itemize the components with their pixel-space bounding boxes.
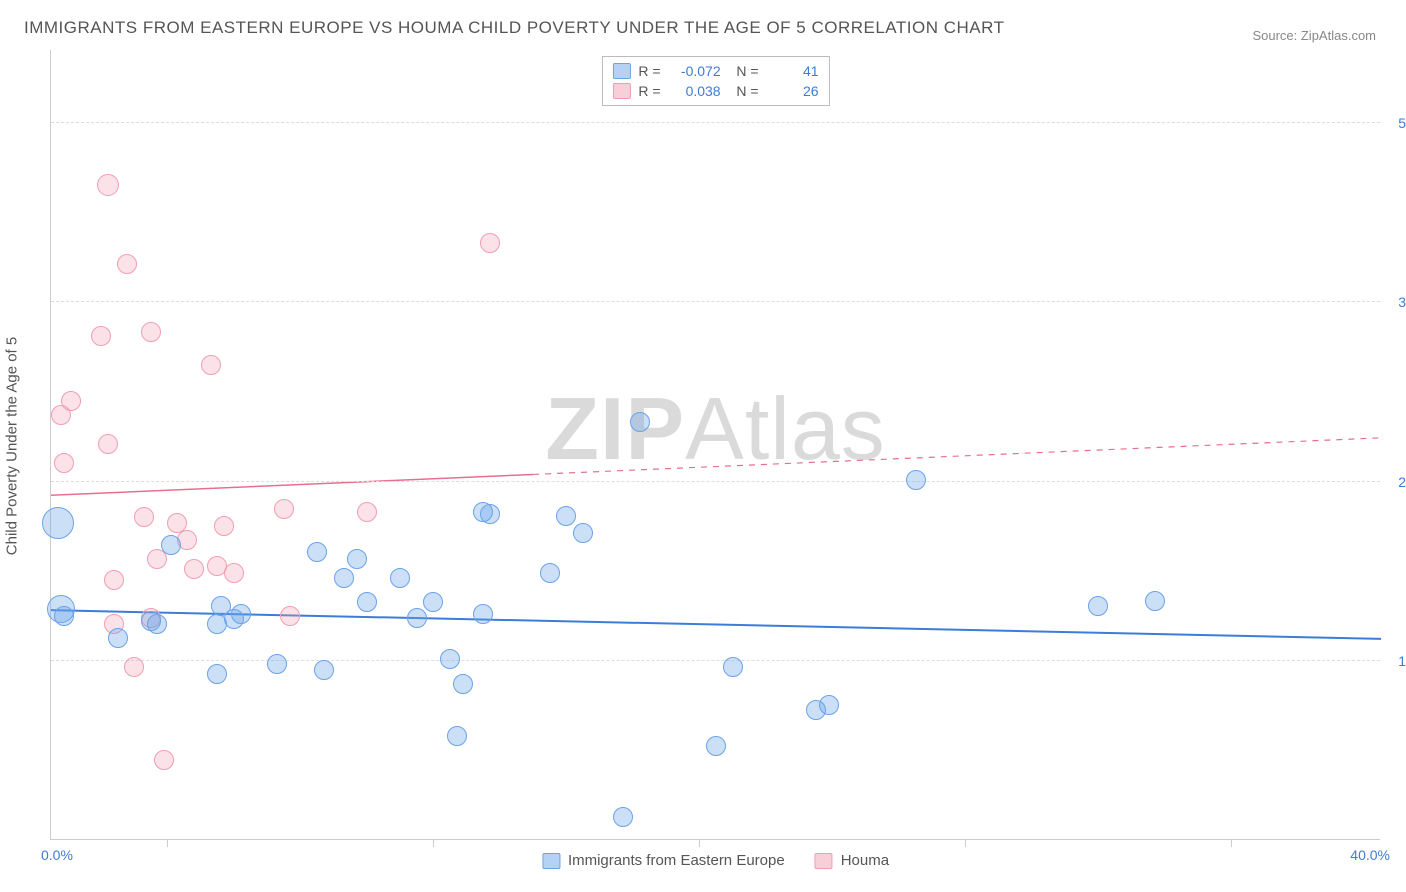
data-point [214,516,234,536]
gridline: 50.0% [51,122,1380,123]
data-point [154,750,174,770]
data-point [556,506,576,526]
data-point [54,606,74,626]
r-value-blue: -0.072 [669,63,721,79]
data-point [613,807,633,827]
r-value-pink: 0.038 [669,83,721,99]
r-label: R = [638,63,660,79]
legend-label-pink: Houma [841,852,889,869]
data-point [473,604,493,624]
chart-title: IMMIGRANTS FROM EASTERN EUROPE VS HOUMA … [24,18,1004,38]
n-value-blue: 41 [767,63,819,79]
data-point [357,502,377,522]
y-tick-label: 12.5% [1398,653,1406,669]
data-point [1145,591,1165,611]
data-point [390,568,410,588]
data-point [184,559,204,579]
data-point [407,608,427,628]
data-point [117,254,137,274]
x-tick [965,839,966,847]
series-legend: Immigrants from Eastern Europe Houma [542,852,889,869]
data-point [124,657,144,677]
gridline: 25.0% [51,481,1380,482]
data-point [141,322,161,342]
data-point [1088,596,1108,616]
x-tick [1231,839,1232,847]
legend-item-blue: Immigrants from Eastern Europe [542,852,785,869]
trendline-dashed [533,438,1381,475]
x-tick [699,839,700,847]
data-point [480,233,500,253]
watermark-bold: ZIP [545,379,685,478]
gridline: 37.5% [51,301,1380,302]
y-tick-label: 37.5% [1398,294,1406,310]
watermark: ZIPAtlas [545,378,886,480]
data-point [334,568,354,588]
n-label: N = [729,63,759,79]
data-point [357,592,377,612]
data-point [573,523,593,543]
data-point [480,504,500,524]
n-value-pink: 26 [767,83,819,99]
r-label: R = [638,83,660,99]
data-point [274,499,294,519]
data-point [706,736,726,756]
data-point [231,604,251,624]
trendline-solid [51,610,1381,639]
data-point [161,535,181,555]
trendlines-layer [51,50,1381,840]
data-point [314,660,334,680]
x-max-label: 40.0% [1350,847,1390,863]
y-axis-title: Child Poverty Under the Age of 5 [4,337,21,555]
data-point [906,470,926,490]
data-point [307,542,327,562]
data-point [104,570,124,590]
watermark-light: Atlas [685,379,886,478]
x-min-label: 0.0% [41,847,73,863]
source-attribution: Source: ZipAtlas.com [1252,28,1376,43]
trendline-solid [51,474,533,495]
data-point [347,549,367,569]
swatch-blue [612,63,630,79]
data-point [224,563,244,583]
n-label: N = [729,83,759,99]
data-point [540,563,560,583]
data-point [207,664,227,684]
data-point [280,606,300,626]
data-point [453,674,473,694]
data-point [723,657,743,677]
data-point [447,726,467,746]
swatch-blue [542,853,560,869]
data-point [61,391,81,411]
x-tick [167,839,168,847]
legend-item-pink: Houma [815,852,889,869]
data-point [134,507,154,527]
data-point [147,614,167,634]
data-point [630,412,650,432]
legend-label-blue: Immigrants from Eastern Europe [568,852,785,869]
data-point [54,453,74,473]
data-point [97,174,119,196]
stats-row-blue: R = -0.072 N = 41 [612,61,818,81]
data-point [423,592,443,612]
y-tick-label: 25.0% [1398,474,1406,490]
data-point [42,507,74,539]
plot-area: ZIPAtlas R = -0.072 N = 41 R = 0.038 N =… [50,50,1380,840]
data-point [108,628,128,648]
swatch-pink [815,853,833,869]
x-tick [433,839,434,847]
gridline: 12.5% [51,660,1380,661]
swatch-pink [612,83,630,99]
stats-row-pink: R = 0.038 N = 26 [612,81,818,101]
data-point [819,695,839,715]
data-point [267,654,287,674]
data-point [98,434,118,454]
stats-legend: R = -0.072 N = 41 R = 0.038 N = 26 [601,56,829,106]
data-point [91,326,111,346]
y-tick-label: 50.0% [1398,115,1406,131]
data-point [201,355,221,375]
data-point [440,649,460,669]
